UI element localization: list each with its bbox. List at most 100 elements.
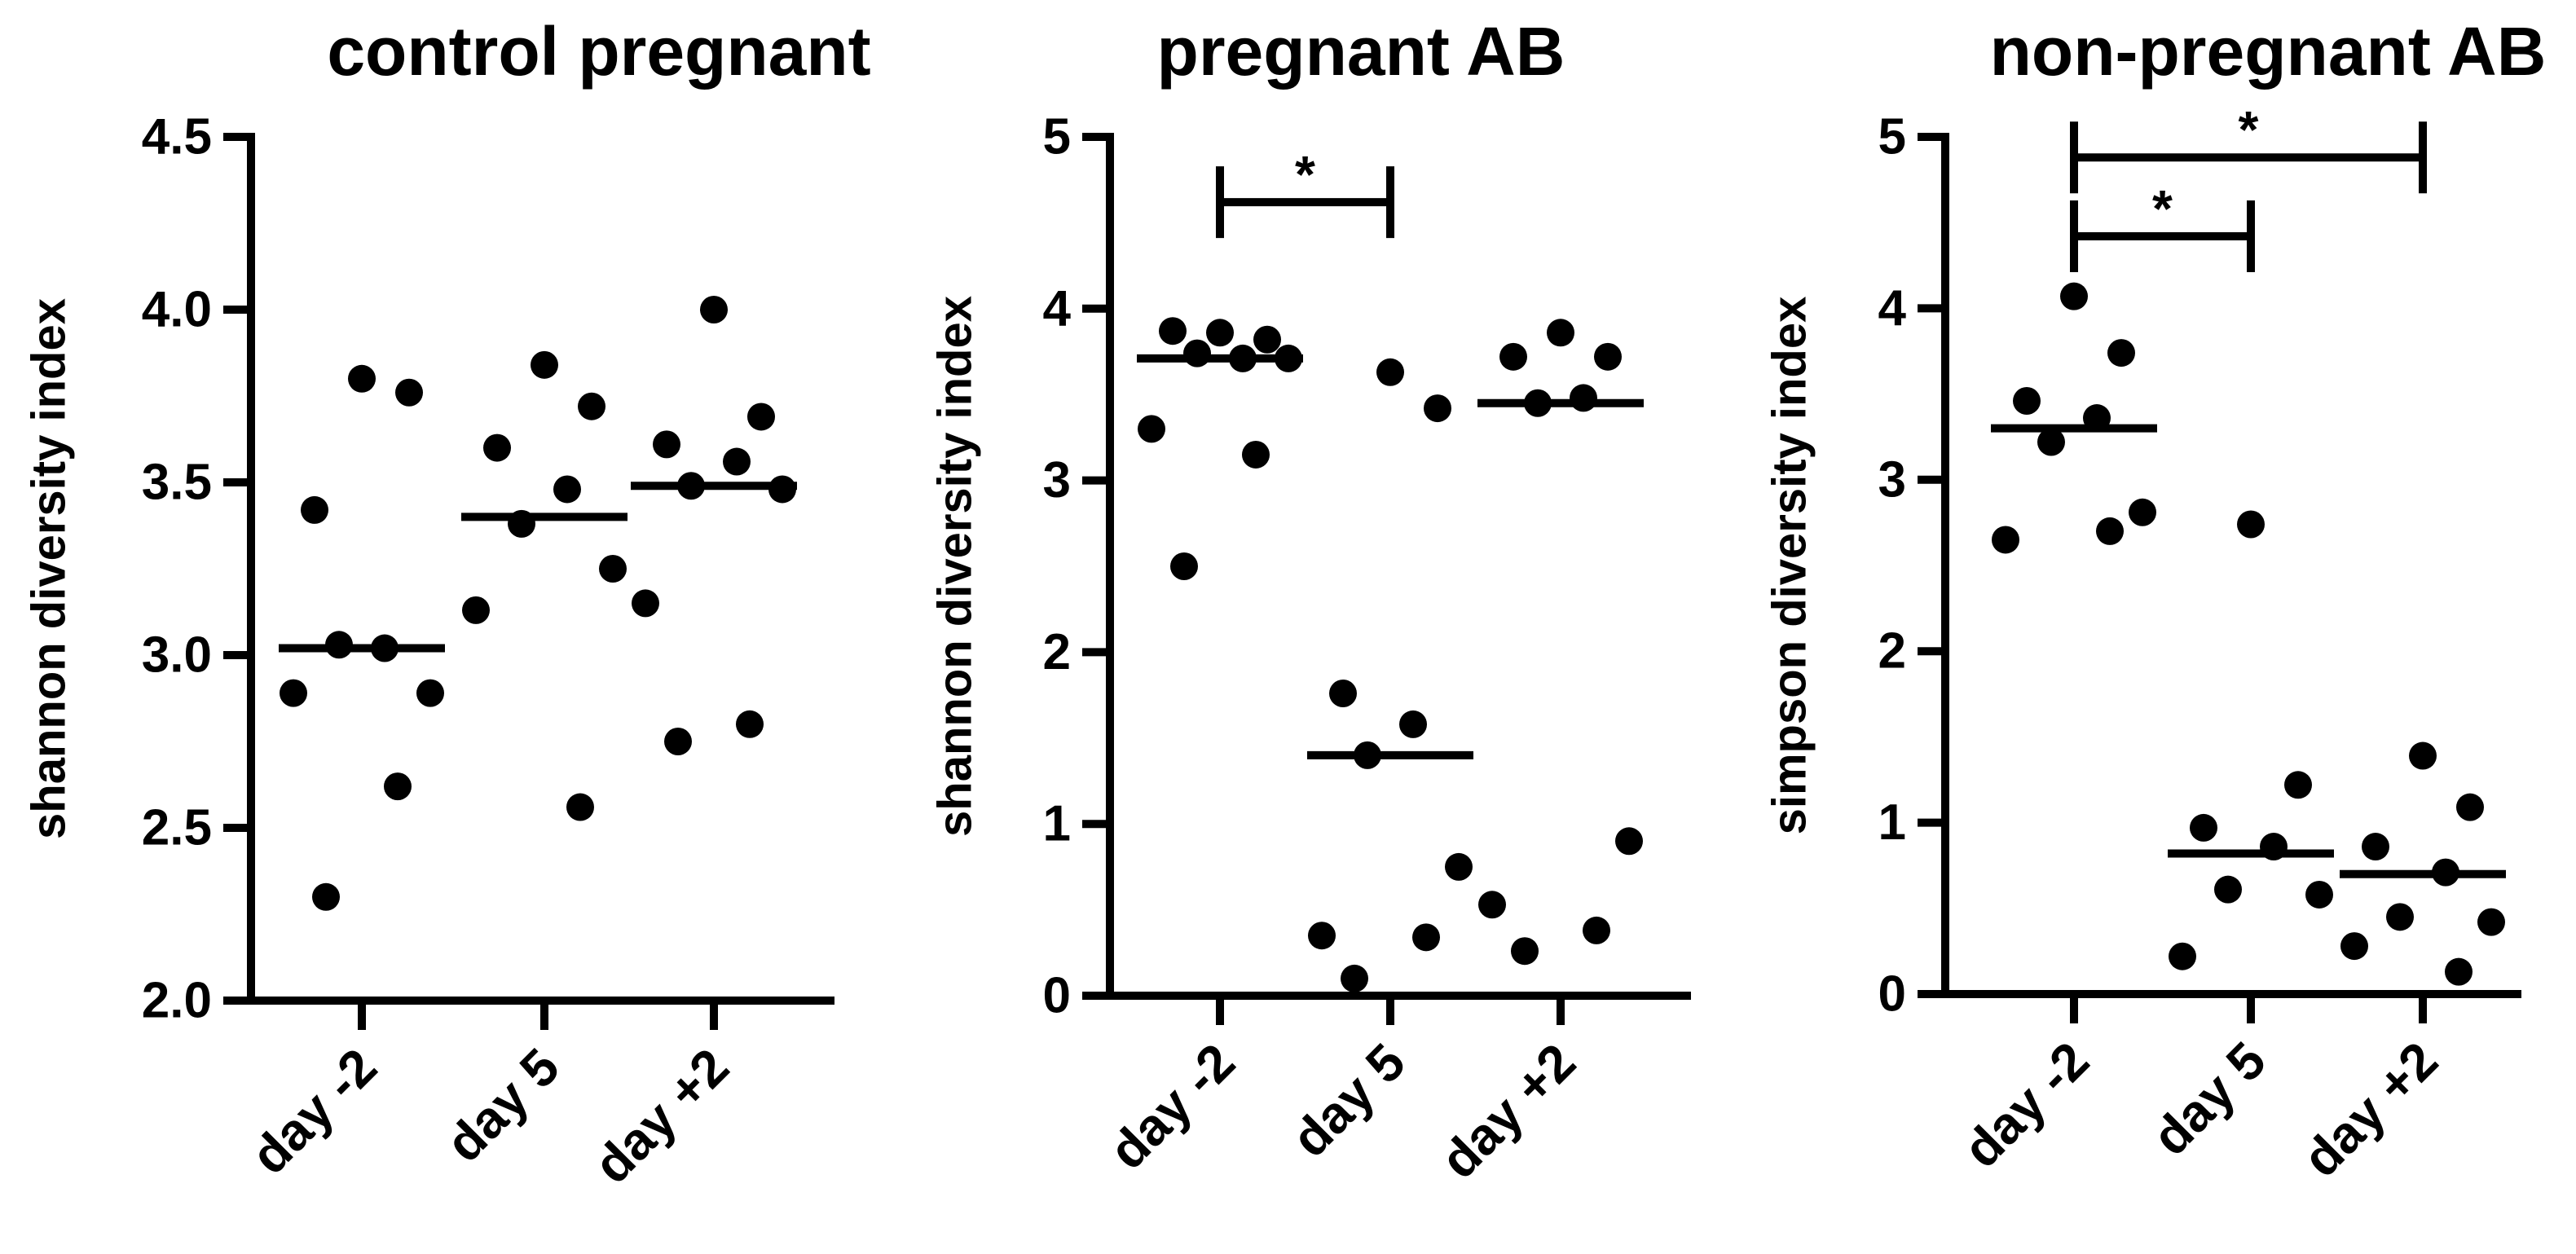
- data-point: [483, 433, 511, 462]
- chart-title: non-pregnant AB: [1990, 13, 2547, 90]
- y-tick-label: 3.5: [142, 455, 212, 511]
- y-tick-label: 5: [1878, 109, 1906, 165]
- x-tick-label: day +2: [583, 1037, 740, 1195]
- x-tick-label: day -2: [1098, 1032, 1246, 1181]
- y-tick-label: 2.5: [142, 800, 212, 856]
- data-point: [1499, 342, 1527, 371]
- data-point: [1206, 319, 1234, 347]
- y-tick-label: 2.0: [142, 973, 212, 1029]
- y-tick-label: 4.0: [142, 282, 212, 338]
- chart-title: pregnant AB: [1157, 13, 1565, 90]
- data-point: [1992, 526, 2019, 554]
- data-point: [2362, 833, 2389, 861]
- y-tick-label: 4: [1878, 280, 1907, 337]
- significance-label: *: [2239, 100, 2259, 159]
- data-point: [2477, 908, 2505, 936]
- y-tick-label: 4: [1043, 280, 1072, 337]
- data-point: [1478, 891, 1506, 919]
- data-point: [2096, 517, 2124, 545]
- y-tick-label: 2: [1878, 623, 1906, 680]
- x-tick-label: day -2: [240, 1037, 388, 1186]
- y-tick-label: 2: [1043, 624, 1071, 680]
- data-point: [2305, 880, 2333, 909]
- data-point: [632, 589, 659, 618]
- data-point: [312, 882, 340, 911]
- data-point: [2409, 741, 2437, 770]
- data-point: [566, 793, 594, 821]
- data-point: [664, 728, 692, 755]
- data-point: [1159, 317, 1187, 345]
- data-point: [2107, 339, 2135, 367]
- data-point: [348, 364, 376, 393]
- data-point: [1170, 552, 1198, 580]
- data-point: [736, 710, 764, 738]
- data-point: [2129, 498, 2156, 526]
- significance-label: *: [1295, 145, 1315, 204]
- data-point: [1399, 710, 1427, 738]
- data-point: [653, 430, 680, 459]
- data-point: [1183, 339, 1211, 367]
- data-point: [1570, 384, 1597, 412]
- y-axis-label: shannon diversity index: [23, 298, 76, 839]
- data-point: [1341, 964, 1368, 992]
- data-point: [747, 403, 775, 431]
- data-point: [2169, 942, 2196, 970]
- x-tick-label: day -2: [1952, 1031, 2100, 1179]
- data-point: [723, 447, 751, 476]
- data-point: [1138, 415, 1165, 443]
- data-point: [2386, 903, 2414, 931]
- chart-panel-1: control pregnant shannon diversity index 2…: [23, 13, 871, 1195]
- data-point: [1242, 440, 1270, 469]
- data-point: [2190, 813, 2217, 842]
- y-tick-label: 4.5: [142, 109, 212, 165]
- data-point: [2013, 387, 2041, 416]
- data-point: [578, 392, 605, 420]
- data-point: [2284, 771, 2312, 799]
- y-tick-label: 0: [1878, 966, 1906, 1023]
- data-point: [553, 475, 581, 504]
- y-axis-label: shannon diversity index: [929, 296, 982, 837]
- y-tick-label: 5: [1043, 109, 1071, 165]
- data-point: [1308, 922, 1336, 950]
- data-point: [2037, 428, 2065, 456]
- data-point: [1329, 679, 1357, 707]
- data-point: [2214, 875, 2242, 904]
- significance-label: *: [2152, 179, 2173, 238]
- data-point: [599, 555, 627, 583]
- data-point: [700, 296, 728, 323]
- data-point: [395, 378, 423, 407]
- data-point: [1547, 319, 1574, 347]
- data-point: [462, 596, 490, 624]
- chart-panel-3: non-pregnant AB simpson diversity index 0 1…: [1764, 13, 2547, 1188]
- y-tick-label: 3: [1043, 452, 1071, 508]
- x-tick-label: day 5: [434, 1037, 570, 1173]
- y-tick-label: 1: [1043, 796, 1071, 852]
- y-tick-label: 3.0: [142, 627, 212, 684]
- data-point: [384, 772, 412, 801]
- data-point: [1615, 827, 1643, 856]
- data-point: [1424, 394, 1451, 423]
- data-point: [416, 679, 444, 707]
- data-point: [2237, 510, 2265, 539]
- data-point: [301, 495, 328, 524]
- data-point: [2445, 957, 2473, 986]
- data-point: [1253, 325, 1281, 354]
- x-tick-label: day +2: [1429, 1032, 1587, 1190]
- data-point: [1594, 342, 1622, 371]
- y-axis-label: simpson diversity index: [1764, 297, 1816, 835]
- data-point: [1445, 852, 1473, 881]
- y-tick-label: 0: [1043, 968, 1071, 1024]
- x-tick-label: day 5: [1280, 1032, 1416, 1168]
- x-tick-label: day 5: [2141, 1031, 2277, 1167]
- chart-title: control pregnant: [327, 13, 870, 90]
- data-point: [1511, 937, 1539, 966]
- data-point: [280, 679, 307, 707]
- data-point: [1412, 923, 1440, 952]
- chart-panel-2: pregnant AB shannon diversity index 0 1 2 3 4 5…: [929, 13, 1691, 1190]
- data-point: [2060, 282, 2088, 310]
- data-point: [2456, 793, 2484, 821]
- x-tick-label: day +2: [2292, 1031, 2449, 1188]
- data-point: [2340, 932, 2368, 961]
- y-tick-label: 1: [1878, 794, 1906, 851]
